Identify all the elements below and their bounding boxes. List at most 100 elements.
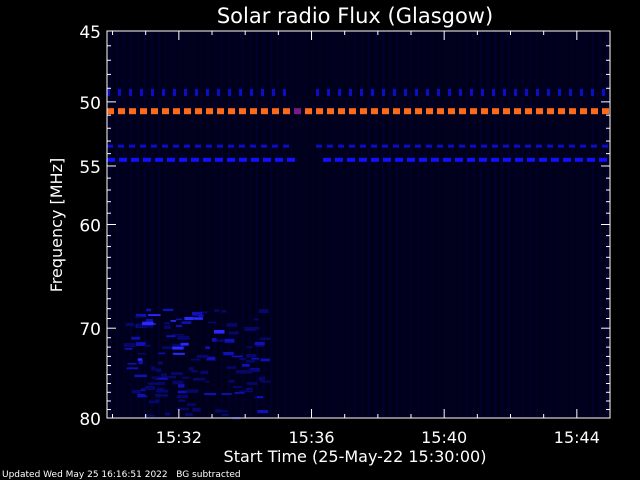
burst-blob: [180, 342, 189, 346]
y-tick-label: 55: [79, 158, 101, 178]
band-dash: [558, 144, 564, 148]
burst-blob: [155, 399, 160, 402]
band-dash: [217, 108, 224, 115]
burst-blob: [151, 366, 156, 371]
burst-blob: [208, 321, 217, 324]
burst-blob: [145, 323, 156, 325]
burst-blob: [248, 369, 259, 372]
band-dash: [359, 157, 367, 162]
band-dash: [569, 144, 575, 148]
burst-blob: [228, 331, 239, 335]
burst-blob: [258, 376, 265, 381]
noise-stripe: [228, 31, 230, 418]
noise-stripe: [599, 31, 601, 418]
band-dash: [251, 157, 259, 162]
noise-stripe: [165, 31, 167, 418]
band-dash: [404, 144, 410, 148]
noise-stripe: [382, 31, 384, 418]
burst-blob: [148, 400, 160, 404]
burst-blob: [158, 352, 166, 355]
burst-blob: [246, 382, 258, 385]
band-dash: [602, 144, 608, 148]
burst-blob: [244, 327, 256, 331]
band-dash: [602, 108, 609, 115]
band-dash: [162, 88, 165, 96]
band-dash: [335, 157, 343, 162]
band-dash: [191, 157, 199, 162]
band-dash: [305, 108, 312, 115]
y-tick-label: 60: [79, 217, 101, 237]
burst-blob: [223, 352, 234, 356]
band-dash: [547, 108, 554, 115]
band-dash: [383, 157, 391, 162]
burst-blob: [232, 355, 244, 358]
band-dash: [151, 108, 158, 115]
noise-stripe: [431, 31, 433, 418]
band-dash: [431, 157, 439, 162]
band-dash: [118, 88, 121, 96]
burst-blob: [136, 323, 148, 327]
x-tick-label: 15:44: [554, 428, 600, 447]
plot-background: [107, 31, 610, 418]
band-dash: [382, 144, 388, 148]
band-dash: [155, 157, 163, 162]
burst-blob: [260, 380, 271, 383]
noise-stripe: [508, 31, 510, 418]
burst-blob: [156, 382, 166, 385]
burst-blob: [228, 380, 235, 383]
band-dash: [287, 157, 295, 162]
band-dash: [503, 88, 506, 96]
burst-blob: [259, 337, 271, 340]
noise-stripe: [186, 31, 188, 418]
band-dash: [479, 157, 487, 162]
band-dash: [206, 144, 212, 148]
noise-stripe: [130, 31, 132, 418]
noise-stripe: [179, 31, 181, 418]
band-dash: [591, 88, 594, 96]
band-dash: [228, 144, 234, 148]
burst-blob: [127, 363, 137, 365]
burst-blob: [253, 318, 259, 321]
burst-blob: [239, 358, 246, 361]
x-tick-label: 15:40: [421, 428, 467, 447]
burst-blob: [164, 322, 170, 325]
burst-blob: [204, 380, 210, 383]
band-dash: [536, 144, 542, 148]
burst-blob: [251, 357, 260, 360]
band-dash: [173, 88, 176, 96]
band-dash: [131, 157, 139, 162]
noise-stripe: [550, 31, 552, 418]
noise-stripe: [193, 31, 195, 418]
band-dash: [382, 88, 385, 96]
burst-blob: [164, 412, 171, 416]
band-dash: [173, 144, 179, 148]
band-dash: [327, 88, 330, 96]
burst-blob: [226, 323, 238, 327]
burst-blob: [224, 338, 235, 343]
burst-blob: [178, 383, 185, 388]
emission-band: [107, 108, 609, 115]
burst-blob: [146, 324, 154, 328]
noise-stripe: [438, 31, 440, 418]
band-dash: [118, 108, 125, 115]
burst-blob: [125, 322, 135, 327]
noise-stripe: [494, 31, 496, 418]
band-dash: [250, 88, 253, 96]
burst-blob: [200, 370, 208, 375]
band-dash: [217, 144, 223, 148]
noise-stripe: [172, 31, 174, 418]
noise-stripe: [270, 31, 272, 418]
band-dash: [215, 157, 223, 162]
burst-blob: [196, 354, 209, 358]
band-dash: [481, 144, 487, 148]
burst-blob: [131, 336, 141, 340]
burst-blob: [172, 333, 184, 336]
noise-stripe: [536, 31, 538, 418]
x-axis-label: Start Time (25-May-22 15:30:00): [224, 447, 487, 466]
burst-blob: [132, 389, 141, 394]
noise-stripe: [298, 31, 300, 418]
band-dash: [272, 108, 279, 115]
noise-stripe: [158, 31, 160, 418]
burst-blob: [239, 390, 249, 392]
burst-blob: [177, 390, 187, 394]
